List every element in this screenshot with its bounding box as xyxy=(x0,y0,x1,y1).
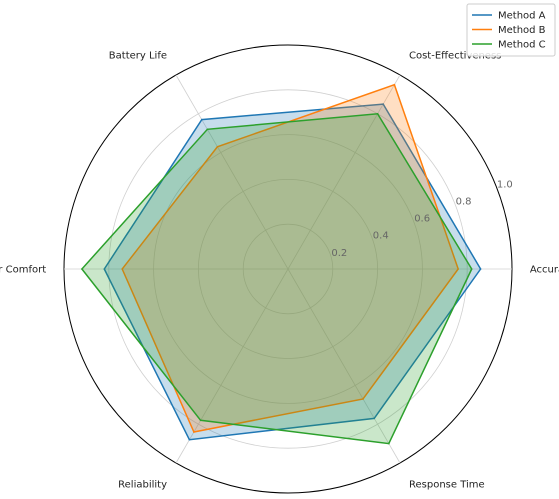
axis-label: User Comfort xyxy=(0,265,46,276)
data-point xyxy=(373,417,376,420)
radial-tick-label: 0.6 xyxy=(414,214,430,225)
data-point xyxy=(121,268,123,270)
data-point xyxy=(206,128,209,131)
data-point xyxy=(199,419,202,422)
data-point xyxy=(103,268,106,270)
data-point xyxy=(388,442,390,445)
data-point xyxy=(479,268,482,270)
data-point xyxy=(188,438,191,441)
data-point xyxy=(457,268,460,270)
axis-label: Response Time xyxy=(409,480,485,491)
legend-label: Method A xyxy=(498,11,546,22)
data-point xyxy=(201,118,203,121)
grid-spoke xyxy=(287,74,401,270)
data-point xyxy=(81,268,83,270)
grid-spoke xyxy=(175,74,289,270)
grid xyxy=(63,44,513,494)
data-point xyxy=(393,83,396,86)
data-point xyxy=(216,146,219,148)
radial-tick-label: 0.4 xyxy=(373,231,389,242)
legend-label: Method B xyxy=(498,25,546,36)
series-fill-method-b xyxy=(122,84,459,432)
axis-label: Accuracy xyxy=(530,265,559,276)
series-fill-method-c xyxy=(81,113,472,444)
legend-box xyxy=(466,3,556,57)
legend: Method A Method B Method C xyxy=(466,3,556,57)
data-point xyxy=(382,103,385,105)
data-point xyxy=(362,398,364,400)
radial-tick-labels: 0.2 0.4 0.6 0.8 1.0 xyxy=(331,179,512,259)
radial-tick-label: 0.2 xyxy=(331,248,347,259)
series-fill-method-a xyxy=(104,104,481,440)
data-point xyxy=(470,268,473,270)
data-point xyxy=(376,113,379,115)
grid-spoke xyxy=(287,268,401,464)
radial-tick-label: 1.0 xyxy=(497,179,513,190)
series-layer xyxy=(80,83,482,445)
axis-label: Reliability xyxy=(118,480,167,491)
legend-label: Method C xyxy=(498,40,546,51)
radial-tick-label: 0.8 xyxy=(456,196,472,207)
axis-label: Battery Life xyxy=(109,51,167,62)
axis-label: Cost-Effectiveness xyxy=(409,51,501,62)
axis-labels: Accuracy Cost-Effectiveness Battery Life Us… xyxy=(0,51,559,491)
data-point xyxy=(193,431,195,433)
grid-spoke xyxy=(175,268,289,464)
